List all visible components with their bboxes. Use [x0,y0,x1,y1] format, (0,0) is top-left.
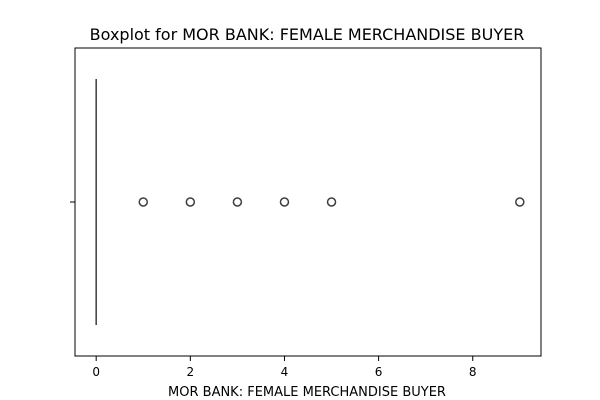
outlier-point [515,197,525,207]
outlier-layer [138,197,525,207]
outlier-point [232,197,243,207]
x-axis-ticks: 0 2 4 6 8 [92,356,477,379]
outlier-point [279,197,290,207]
plot-area [74,47,542,357]
x-tick-label: 2 [187,365,195,379]
x-tick-label: 8 [469,365,477,379]
x-tick-label: 0 [92,365,100,379]
chart-title: Boxplot for MOR BANK: FEMALE MERCHANDISE… [90,25,525,44]
outlier-point [138,197,149,207]
x-tick-label: 4 [281,365,289,379]
outlier-point [185,197,196,207]
x-tick-label: 6 [375,365,383,379]
outlier-point [326,197,337,207]
x-axis-label: MOR BANK: FEMALE MERCHANDISE BUYER [168,385,446,400]
